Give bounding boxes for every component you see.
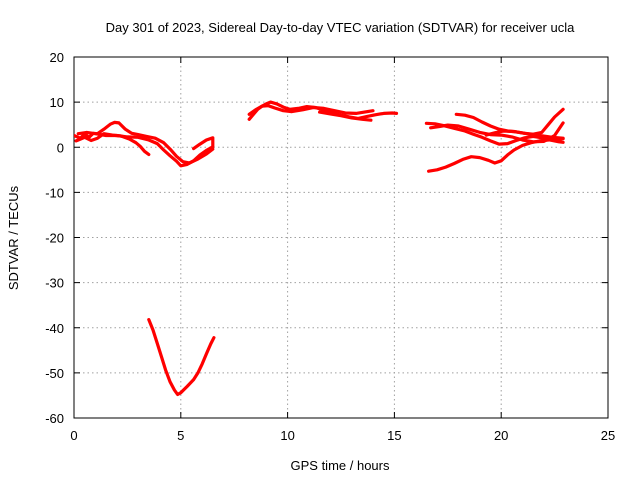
series-track-f (247, 104, 375, 116)
series-layer (74, 100, 565, 397)
y-tick-label: -40 (45, 321, 64, 336)
y-tick-label: -60 (45, 411, 64, 426)
y-tick-label: 0 (57, 140, 64, 155)
chart-title: Day 301 of 2023, Sidereal Day-to-day VTE… (106, 20, 575, 35)
y-axis: -60 -50 -40 -30 -20 -10 0 10 20 (45, 50, 608, 426)
x-tick-label: 0 (70, 428, 77, 443)
series-track-k (427, 137, 565, 173)
y-tick-label: -10 (45, 185, 64, 200)
grid-layer (74, 57, 608, 418)
series-track-a (74, 120, 215, 165)
y-tick-label: 20 (50, 50, 64, 65)
x-tick-label: 20 (494, 428, 508, 443)
x-tick-label: 5 (177, 428, 184, 443)
x-axis: 0 5 10 15 20 25 (70, 57, 615, 443)
y-tick-label: -30 (45, 276, 64, 291)
series-track-c (76, 130, 215, 168)
x-tick-label: 25 (601, 428, 615, 443)
y-tick-label: -50 (45, 366, 64, 381)
y-tick-label: 10 (50, 95, 64, 110)
y-tick-label: -20 (45, 231, 64, 246)
y-axis-label: SDTVAR / TECUs (6, 185, 21, 290)
x-tick-label: 15 (387, 428, 401, 443)
x-axis-label: GPS time / hours (291, 458, 390, 473)
series-track-h (424, 121, 565, 146)
x-tick-label: 10 (280, 428, 294, 443)
series-track-l (484, 129, 565, 140)
series-track-g (318, 110, 373, 122)
series-track-d (147, 318, 216, 397)
